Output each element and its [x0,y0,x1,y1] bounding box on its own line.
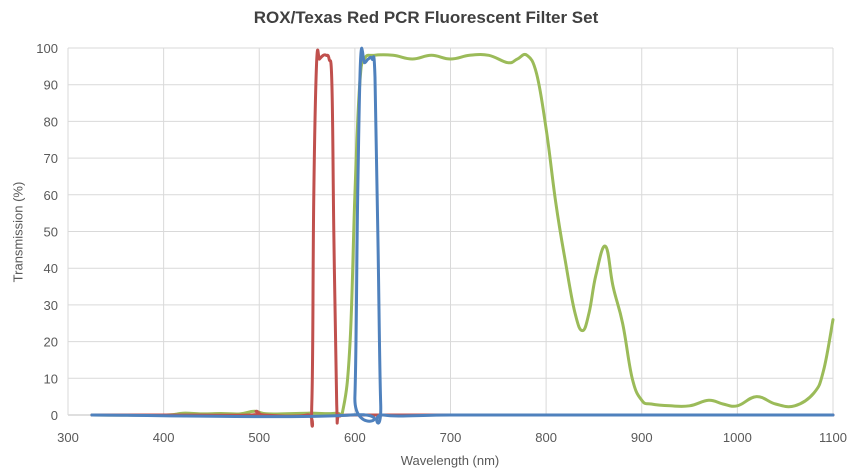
x-tick-label: 900 [631,430,653,445]
x-tick-label: 300 [57,430,79,445]
series-line-excitation [90,48,835,428]
x-tick-label: 600 [344,430,366,445]
x-tick-label: 1100 [819,430,847,445]
x-tick-label: 1000 [723,430,752,445]
x-tick-label: 400 [153,430,175,445]
y-tick-label: 40 [44,261,58,276]
y-tick-label: 80 [44,114,58,129]
x-tick-label: 700 [440,430,462,445]
y-tick-label: 60 [44,188,58,203]
y-axis-ticks: 0 10 20 30 40 50 60 70 80 90 100 [36,41,58,423]
x-tick-label: 500 [248,430,270,445]
y-tick-label: 20 [44,335,58,350]
y-tick-label: 0 [51,408,58,423]
gridlines [67,47,834,416]
y-tick-label: 30 [44,298,58,313]
y-tick-label: 50 [44,225,58,240]
chart-title: ROX/Texas Red PCR Fluorescent Filter Set [253,8,599,27]
x-tick-label: 800 [535,430,557,445]
x-axis-label: Wavelength (nm) [400,453,500,468]
y-tick-label: 10 [44,371,58,386]
y-tick-label: 90 [44,78,58,93]
x-axis-ticks: 300 400 500 600 700 800 900 1000 1100 [57,430,847,445]
series-line-dichroic [90,52,835,417]
series-line-emission [90,46,835,425]
y-tick-label: 100 [36,41,58,56]
data-series [90,46,835,428]
y-tick-label: 70 [44,151,58,166]
